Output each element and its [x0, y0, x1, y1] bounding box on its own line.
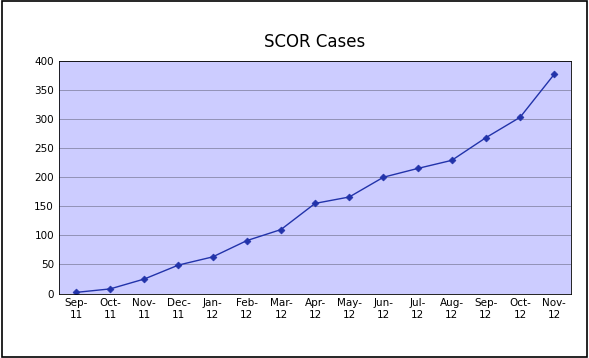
Title: SCOR Cases: SCOR Cases	[264, 33, 366, 51]
